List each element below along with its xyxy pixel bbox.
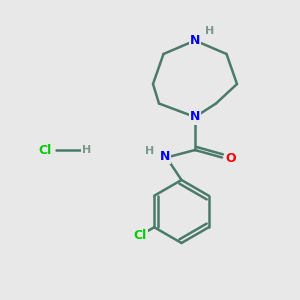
Text: O: O	[226, 152, 236, 166]
Text: Cl: Cl	[133, 229, 147, 242]
Text: H: H	[206, 26, 214, 37]
Text: H: H	[82, 145, 91, 155]
Text: N: N	[160, 149, 170, 163]
Text: N: N	[190, 34, 200, 47]
Text: N: N	[190, 110, 200, 124]
Text: H: H	[146, 146, 154, 157]
Text: Cl: Cl	[38, 143, 52, 157]
